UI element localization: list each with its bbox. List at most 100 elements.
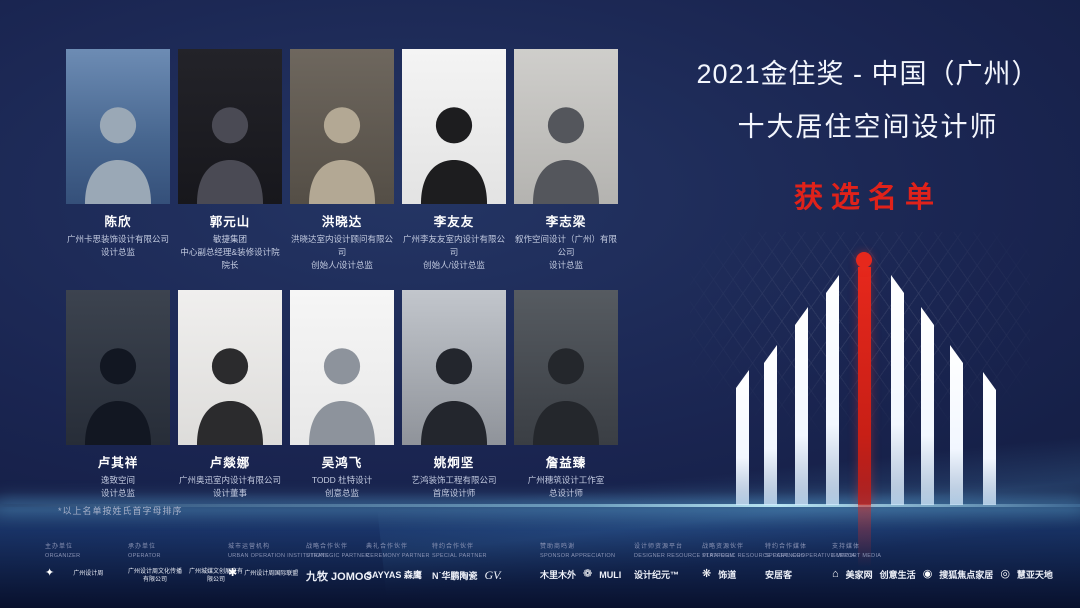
eye-icon: ◎ <box>1000 568 1010 581</box>
logo-operator-2: 广州城媒文创展览有限公司 <box>189 569 244 584</box>
logo-design-era: 设计纪元™ <box>634 570 680 581</box>
person-silhouette-icon <box>308 348 376 445</box>
footer-group-ceremony-partner: 典礼合作伙伴 CEREMONY PARTNER SAYYAS 森鹰 <box>366 543 430 581</box>
designer-title: 创始人/设计总监 <box>423 260 485 271</box>
footer-label: 赞助商鸣谢 SPONSOR APPRECIATION <box>540 544 616 559</box>
logo-meijiawang: 美家网 <box>845 570 873 581</box>
logo-shidao: 饰道 <box>718 570 737 581</box>
designer-card: 陈欣 广州卡思装饰设计有限公司 设计总监 <box>66 49 170 273</box>
logo-anjuke: 安居客 <box>765 570 793 581</box>
designer-info: 敏捷集团 中心副总经理&装修设计院院长 <box>178 233 282 273</box>
designer-name: 陈欣 <box>104 215 132 229</box>
white-bar <box>921 307 934 505</box>
designer-photo <box>514 49 618 204</box>
designer-title: 创意总监 <box>324 488 359 499</box>
designer-card: 卢其祥 逸致空间 设计总监 <box>66 290 170 500</box>
designer-title: 设计总监 <box>548 260 583 271</box>
designer-card: 卢燚娜 广州奥迅室内设计有限公司 设计董事 <box>178 290 282 500</box>
designer-org: 广州奥迅室内设计有限公司 <box>178 475 281 485</box>
footer-label: 支持媒体 SUPPORT MEDIA <box>832 544 882 559</box>
designer-org: 叙作空间设计（广州）有限公司 <box>514 234 617 258</box>
red-dot <box>856 252 872 268</box>
designer-title: 设计总监 <box>100 488 135 499</box>
alliance-starburst-icon: ✱ <box>228 567 238 580</box>
person-silhouette-icon <box>420 107 488 204</box>
designer-org: 广州穗筑设计工作室 <box>527 475 605 485</box>
designer-card: 姚炯坚 艺鸿装饰工程有限公司 首席设计师 <box>402 290 506 500</box>
footer-label: 城市运营机构 URBAN OPERATION INSTITUTIONS <box>228 544 329 559</box>
footer-group-urban-institutions: 城市运营机构 URBAN OPERATION INSTITUTIONS ✱ 广州… <box>228 543 329 579</box>
horizon-glow-line <box>0 504 1080 507</box>
title-block: 2021金住奖 - 中国（广州） 十大居住空间设计师 获选名单 <box>688 52 1048 216</box>
logo-sohu-focus: 搜狐焦点家居 <box>939 570 994 581</box>
white-bar <box>891 275 904 505</box>
designer-row-2: 卢其祥 逸致空间 设计总监 卢燚娜 广州奥迅室内设计有限公司 设计董事 吴鸿飞 … <box>66 290 626 500</box>
designer-row-1: 陈欣 广州卡思装饰设计有限公司 设计总监 郭元山 敏捷集团 中心副总经理&装修设… <box>66 49 626 273</box>
person-silhouette-icon <box>308 107 376 204</box>
designer-info: 广州穗筑设计工作室 总设计师 <box>514 474 618 500</box>
designer-title: 创始人/设计总监 <box>311 260 373 271</box>
designer-name: 卢其祥 <box>97 456 139 470</box>
footer-group-special-media: 特约合作媒体 SPECIAL COOPERATIVE MEDIA 安居客 <box>765 543 855 581</box>
designer-info: TODD 杜特设计 创意总监 <box>290 474 394 500</box>
footer-group-sponsor-appreciation: 赞助商鸣谢 SPONSOR APPRECIATION 木里木外 ❁ MULI <box>540 543 621 581</box>
footer-group-organizer: 主办单位 ORGANIZER ✦ 广州设计周 <box>45 543 115 579</box>
designer-title: 首席设计师 <box>432 488 476 499</box>
designer-card: 詹益臻 广州穗筑设计工作室 总设计师 <box>514 290 618 500</box>
person-silhouette-icon <box>84 348 152 445</box>
designer-org: 敏捷集团 <box>212 234 247 244</box>
designer-info: 洪晓达室内设计顾问有限公司 创始人/设计总监 <box>290 233 394 273</box>
logo-media-2: 创意生活 <box>879 570 916 581</box>
designer-info: 广州卡思装饰设计有限公司 设计总监 <box>66 233 170 259</box>
designer-org: 艺鸿装饰工程有限公司 <box>411 475 497 485</box>
designer-photo <box>66 49 170 204</box>
designer-name: 洪晓达 <box>321 215 363 229</box>
designer-photo <box>402 49 506 204</box>
logo-gzdw: 广州设计周 <box>73 570 104 577</box>
person-silhouette-icon <box>196 107 264 204</box>
person-silhouette-icon <box>84 107 152 204</box>
footer-label: 承办单位 OPERATOR <box>128 544 161 559</box>
designer-name: 李友友 <box>433 215 475 229</box>
footer-group-strategic-resource: 战略资源伙伴 STRATEGIC RESOURCE PARTNERS ❋ 饰道 <box>702 543 805 581</box>
designer-name: 李志梁 <box>545 215 587 229</box>
designer-name: 姚炯坚 <box>433 456 475 470</box>
person-silhouette-icon <box>532 348 600 445</box>
footer-group-support-media: 支持媒体 SUPPORT MEDIA ⌂ 美家网 创意生活 ◉ 搜狐焦点家居 ◎… <box>832 543 1053 581</box>
designer-org: 广州卡思装饰设计有限公司 <box>66 234 169 244</box>
gzdw-runner-icon: ✦ <box>45 567 55 580</box>
designer-name: 郭元山 <box>209 215 251 229</box>
designer-card: 郭元山 敏捷集团 中心副总经理&装修设计院院长 <box>178 49 282 273</box>
designer-card: 李志梁 叙作空间设计（广州）有限公司 设计总监 <box>514 49 618 273</box>
footer-group-strategic-partner: 战略合作伙伴 STRATEGIC PARTNER 九牧 JOMOO <box>306 543 372 584</box>
footer-group-operator: 承办单位 OPERATOR 广州设计周文化传播有限公司 广州城媒文创展览有限公司 <box>128 543 243 584</box>
designer-name: 卢燚娜 <box>209 456 251 470</box>
designer-info: 广州李友友室内设计有限公司 创始人/设计总监 <box>402 233 506 273</box>
white-bar <box>826 275 839 505</box>
designer-info: 艺鸿装饰工程有限公司 首席设计师 <box>402 474 506 500</box>
white-bar <box>736 370 749 505</box>
logo-mulimuwai: 木里木外 <box>540 570 577 581</box>
designer-title: 设计董事 <box>212 488 247 499</box>
designer-org: TODD 杜特设计 <box>311 475 373 485</box>
person-silhouette-icon <box>420 348 488 445</box>
designer-org: 洪晓达室内设计顾问有限公司 <box>290 234 393 258</box>
meijia-roof-icon: ⌂ <box>832 568 839 581</box>
poster-title-line1: 2021金住奖 - 中国（广州） <box>696 59 1040 89</box>
designer-photo <box>290 290 394 445</box>
designer-title: 总设计师 <box>548 488 583 499</box>
footer-group-special-partner: 特约合作伙伴 SPECIAL PARTNER N˙华鹏陶瓷 GV. <box>432 543 502 583</box>
designer-photo <box>66 290 170 445</box>
monument-bars-graphic <box>735 250 1005 580</box>
shortlist-badge: 获选名单 <box>793 182 942 214</box>
logo-huapeng: N˙华鹏陶瓷 <box>432 571 478 582</box>
designer-org: 逸致空间 <box>100 475 135 485</box>
logo-operator-1: 广州设计周文化传播有限公司 <box>128 569 183 584</box>
logo-gv: GV. <box>484 568 502 583</box>
white-bar <box>950 345 963 505</box>
logo-jomoo: 九牧 JOMOO <box>306 571 373 584</box>
designer-photo <box>514 290 618 445</box>
muli-flower-icon: ❁ <box>583 568 593 581</box>
sohu-focus-icon: ◉ <box>922 568 933 581</box>
footer-label: 战略资源伙伴 STRATEGIC RESOURCE PARTNERS <box>702 544 805 559</box>
